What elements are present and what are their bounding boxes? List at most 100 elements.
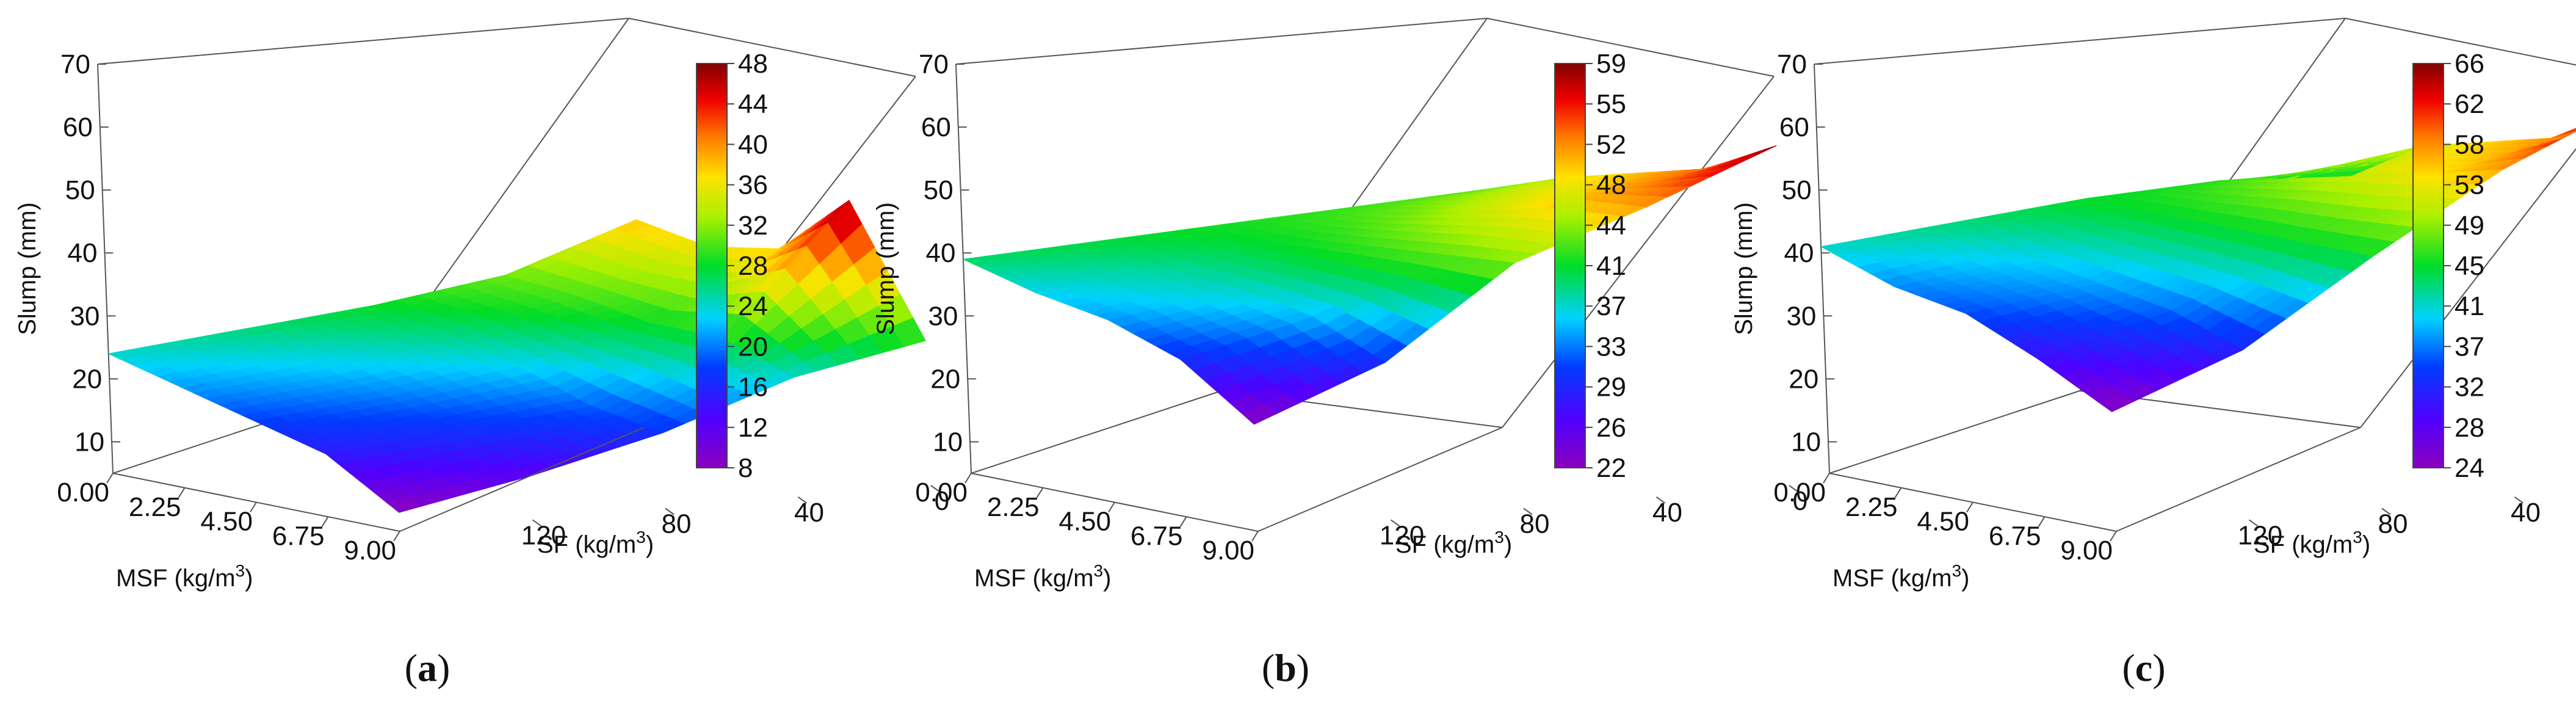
colorbar-tick-label: 59 [1596, 49, 1626, 79]
colorbar-tick-label: 48 [1596, 170, 1626, 200]
y-tick-mark [1789, 485, 1798, 492]
z-tick-label: 60 [1779, 112, 1809, 142]
colorbar-tick-label: 40 [738, 129, 768, 159]
colorbar-tick-label: 22 [1596, 453, 1626, 483]
z-axis-title: Slump (mm) [14, 202, 41, 335]
axis-line-floor-back [1829, 390, 2080, 474]
axis-line-left-vertical [97, 64, 114, 474]
y-tick-mark [1523, 507, 1533, 515]
z-tick-label: 40 [926, 238, 956, 268]
axis-line-floor-back [971, 390, 1222, 474]
x-tick-mark [1179, 516, 1187, 527]
colorbar-tick-label: 41 [1596, 251, 1626, 281]
y-tick-label: 80 [662, 509, 692, 539]
x-tick-label: 0.00 [915, 478, 968, 507]
y-axis-title: SF (kg/m3) [2254, 528, 2370, 558]
panel-label: (a) [405, 646, 450, 689]
x-tick-mark [1823, 473, 1830, 484]
z-tick-label: 10 [1791, 427, 1821, 457]
z-tick-label: 70 [1777, 49, 1807, 79]
axis-line-top-right [2345, 18, 2576, 66]
x-tick-label: 0.00 [57, 478, 109, 507]
x-tick-mark [1036, 487, 1044, 498]
y-tick-label: 120 [521, 520, 566, 550]
colorbar-tick-label: 29 [1596, 373, 1626, 402]
colorbar-tick-label: 33 [1596, 332, 1626, 362]
y-tick-mark [2514, 496, 2524, 504]
z-tick-label: 10 [933, 427, 963, 457]
x-tick-mark [964, 473, 972, 484]
z-tick-label: 70 [919, 49, 949, 79]
colorbar-tick-label: 44 [1596, 211, 1626, 241]
axis-line-right-vertical [2360, 148, 2576, 428]
surface-plot-c: 10 20 30 40 50 60 70 0.00 2.25 4.50 6.75 9.00 0 40 80 1… [1731, 18, 2576, 689]
z-tick-label: 30 [1786, 301, 1816, 331]
y-tick-mark [2248, 519, 2259, 527]
y-tick-mark [797, 496, 808, 504]
y-tick-label: 120 [1380, 520, 1424, 550]
z-tick-label: 10 [74, 427, 104, 457]
x-tick-label: 2.25 [1845, 492, 1898, 522]
colorbar-tick-label: 24 [738, 291, 768, 321]
axis-line-top-left [1814, 18, 2346, 65]
colorbar-tick-label: 44 [738, 89, 768, 119]
x-tick-label: 4.50 [1058, 507, 1111, 537]
y-tick-label: 80 [1520, 509, 1550, 539]
axis-line-top-left [97, 18, 629, 65]
x-tick-label: 9.00 [1202, 536, 1254, 565]
x-tick-label: 9.00 [344, 536, 396, 565]
x-tick-label: 4.50 [1917, 507, 1969, 537]
x-tick-mark [321, 516, 329, 527]
z-tick-label: 50 [924, 175, 953, 205]
y-tick-label: 80 [2378, 509, 2408, 539]
z-axis-title: Slump (mm) [872, 202, 899, 335]
colorbar-tick-label: 52 [1596, 129, 1626, 159]
y-axis-title: SF (kg/m3) [537, 528, 654, 558]
y-tick-label: 120 [2238, 520, 2282, 550]
colorbar-tick-label: 32 [738, 211, 768, 241]
z-tick-label: 30 [928, 301, 958, 331]
surface-plot-b: 10 20 30 40 50 60 70 0.00 2.25 4.50 6.75 9.00 0 40 80 1… [872, 18, 1807, 689]
colorbar-tick-label: 53 [2455, 170, 2484, 200]
colorbar-tick-label: 49 [2455, 211, 2484, 241]
axis-line-left-vertical [955, 64, 972, 474]
z-tick-label: 40 [1784, 238, 1814, 268]
colorbar-tick-label: 36 [738, 170, 768, 200]
y-tick-label: 40 [1652, 498, 1682, 528]
z-tick-label: 60 [63, 112, 93, 142]
colorbar [1554, 63, 1586, 468]
y-tick-mark [665, 507, 675, 515]
x-axis-title: MSF (kg/m3) [974, 561, 1111, 592]
y-tick-mark [1655, 496, 1666, 504]
colorbar-tick-label: 12 [738, 413, 768, 443]
y-tick-mark [532, 519, 542, 527]
axis-line-sf [399, 427, 645, 532]
x-axis-title: MSF (kg/m3) [116, 561, 253, 592]
y-tick-label: 0 [935, 486, 949, 516]
colorbar-tick-label: 48 [738, 49, 768, 79]
colorbar-tick-label: 32 [2455, 373, 2484, 402]
panel-label: (b) [1262, 646, 1309, 689]
panel-label: (c) [2122, 646, 2165, 689]
y-tick-mark [1390, 519, 1400, 527]
colorbar-tick-label: 55 [1596, 89, 1626, 119]
y-tick-mark [2381, 507, 2391, 515]
y-axis-title: SF (kg/m3) [1395, 528, 1512, 558]
colorbar-tick-label: 26 [1596, 413, 1626, 443]
y-tick-label: 40 [794, 498, 824, 528]
colorbar-tick-label: 20 [738, 332, 768, 362]
axis-line-top-right [1486, 18, 1775, 77]
x-tick-label: 6.75 [1131, 521, 1183, 551]
y-tick-mark [930, 485, 940, 492]
colorbar-tick-label: 37 [1596, 291, 1626, 321]
z-axis-title: Slump (mm) [1731, 202, 1757, 335]
surface-cell [1820, 242, 1856, 254]
y-tick-label: 40 [2511, 498, 2541, 528]
x-tick-label: 9.00 [2060, 536, 2113, 565]
axis-line-sf [2116, 427, 2361, 532]
z-tick-label: 20 [1789, 364, 1818, 394]
surface-cell [961, 256, 999, 266]
x-tick-mark [2110, 531, 2117, 542]
surface-mesh [961, 145, 1777, 425]
